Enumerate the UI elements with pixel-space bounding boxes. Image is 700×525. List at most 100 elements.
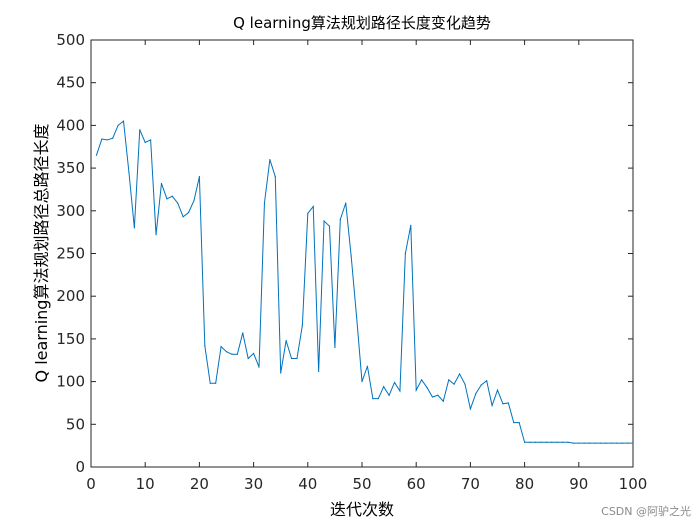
data-point [572,442,574,444]
data-point [144,141,146,144]
data-point [247,357,249,360]
data-point [155,234,157,236]
data-point [610,442,612,444]
y-tick-label: 400 [56,116,85,134]
data-point [469,408,471,410]
data-point [182,216,184,218]
data-point [388,394,390,396]
data-point [166,198,168,200]
data-point [220,345,222,348]
plot-area [90,39,634,468]
data-point [513,421,515,424]
data-point [605,442,607,444]
data-point [458,373,461,375]
data-point [529,441,531,443]
y-tick-label: 100 [56,373,85,391]
data-point [524,441,526,443]
data-point [486,380,488,382]
data-point [307,212,309,214]
data-point [193,199,195,202]
x-axis-label: 迭代次数 [330,500,394,519]
data-point [383,386,385,388]
y-tick-label: 350 [56,159,85,177]
data-point [551,441,553,443]
data-point [507,402,509,404]
data-point [301,324,303,326]
data-point [372,398,374,400]
x-tick-label: 90 [569,475,588,493]
data-point [491,404,493,407]
data-point [399,390,401,392]
data-point [128,171,130,173]
data-point [448,379,450,381]
data-point [171,195,173,197]
data-point [426,386,428,389]
data-point [285,340,287,342]
data-series-line [95,120,633,444]
data-point [366,365,369,367]
data-point [431,396,434,398]
data-point [616,442,618,444]
data-point [453,383,455,385]
axis-ticks [90,39,634,468]
y-tick-label: 150 [56,330,85,348]
y-tick-label: 50 [66,415,85,433]
data-point [225,351,228,353]
data-point [318,370,320,372]
data-point [437,394,439,396]
data-point [545,441,547,443]
data-point [95,154,98,156]
data-point [578,442,580,444]
data-point [258,366,260,368]
data-point [534,441,537,443]
data-point [312,205,314,208]
x-tick-label: 0 [86,475,96,493]
data-point [464,383,466,385]
y-tick-label: 300 [56,202,85,220]
data-point [621,442,623,444]
data-point [561,441,564,443]
data-point [355,316,358,318]
data-point [150,139,152,141]
data-point [274,176,276,178]
chart-title: Q learning算法规划路径长度变化趋势 [233,14,491,32]
y-tick-label: 500 [56,31,85,49]
data-point [101,138,103,140]
data-point [263,202,266,204]
data-point [209,382,211,384]
x-tick-label: 50 [352,475,371,493]
data-point [296,357,298,360]
data-point [377,398,379,400]
data-point [280,372,282,374]
data-point [253,352,255,355]
data-point [415,389,417,391]
x-tick-labels: 0 10 20 30 40 50 60 70 80 90 100 [86,475,647,493]
x-tick-label: 10 [136,475,155,493]
data-point [442,400,444,402]
y-tick-label: 250 [56,245,85,263]
data-point [594,442,596,444]
data-point [421,379,423,381]
data-point [204,345,206,347]
data-point [567,441,569,443]
data-point [231,353,233,355]
data-point [133,227,135,229]
data-point [404,252,406,255]
data-point [502,403,504,405]
y-axis-label: Q learning算法规划路径总路径长度 [32,124,51,383]
data-point [117,124,119,126]
data-point [599,442,602,444]
data-point [626,442,629,444]
data-point [540,441,542,443]
data-point [187,211,190,214]
x-tick-label: 100 [619,475,648,493]
x-tick-label: 30 [244,475,263,493]
data-points [95,120,634,444]
data-point [122,120,125,122]
data-point [583,442,585,444]
data-point [106,139,108,141]
data-point [393,381,396,384]
data-point [269,158,271,161]
watermark: CSDN @阿驴之光 [601,504,691,518]
